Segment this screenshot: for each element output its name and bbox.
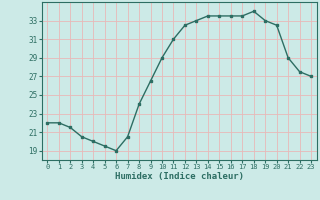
X-axis label: Humidex (Indice chaleur): Humidex (Indice chaleur) [115, 172, 244, 181]
